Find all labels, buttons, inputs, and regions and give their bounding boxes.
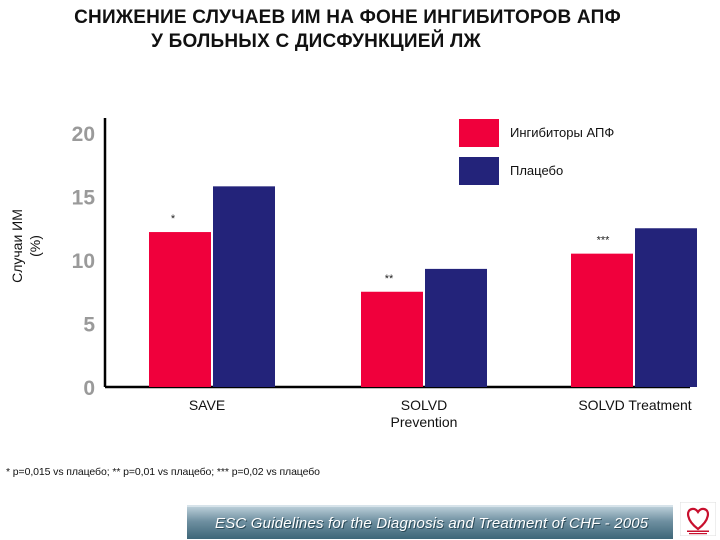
title-line-2: У БОЛЬНЫХ С ДИСФУНКЦИЕЙ ЛЖ (151, 31, 481, 52)
footnote: * p=0,015 vs плацебо; ** p=0,01 vs плаце… (6, 466, 320, 478)
y-tick-label: 15 (72, 187, 96, 210)
legend-swatch (459, 157, 499, 185)
bar-ace-inhibitors (149, 232, 211, 387)
bar-placebo (213, 186, 275, 387)
significance-marker: * (171, 213, 176, 225)
legend-swatch (459, 119, 499, 147)
significance-marker: *** (597, 235, 611, 247)
title-line-1: СНИЖЕНИЕ СЛУЧАЕВ ИМ НА ФОНЕ ИНГИБИТОРОВ … (74, 7, 621, 28)
significance-marker: ** (385, 273, 394, 285)
x-category-label: SOLVD (401, 397, 447, 413)
guidelines-banner: ESC Guidelines for the Diagnosis and Tre… (187, 505, 673, 539)
bar-ace-inhibitors (571, 253, 633, 387)
y-tick-label: 20 (72, 123, 95, 146)
bar-placebo (635, 228, 697, 387)
y-tick-label: 0 (83, 377, 95, 400)
x-category-label: SOLVD Treatment (578, 397, 691, 413)
y-tick-label: 10 (72, 250, 95, 273)
heart-logo-icon (680, 502, 716, 536)
bar-ace-inhibitors (361, 291, 423, 387)
legend-label: Плацебо (510, 163, 563, 178)
y-tick-label: 5 (83, 314, 95, 337)
chart-title: СНИЖЕНИЕ СЛУЧАЕВ ИМ НА ФОНЕ ИНГИБИТОРОВ … (0, 6, 720, 54)
x-category-label: SAVE (189, 397, 225, 413)
legend-label: Ингибиторы АПФ (510, 125, 614, 140)
x-category-label: Prevention (391, 414, 458, 430)
banner-text: ESC Guidelines for the Diagnosis and Tre… (215, 515, 649, 532)
bar-placebo (425, 268, 487, 387)
